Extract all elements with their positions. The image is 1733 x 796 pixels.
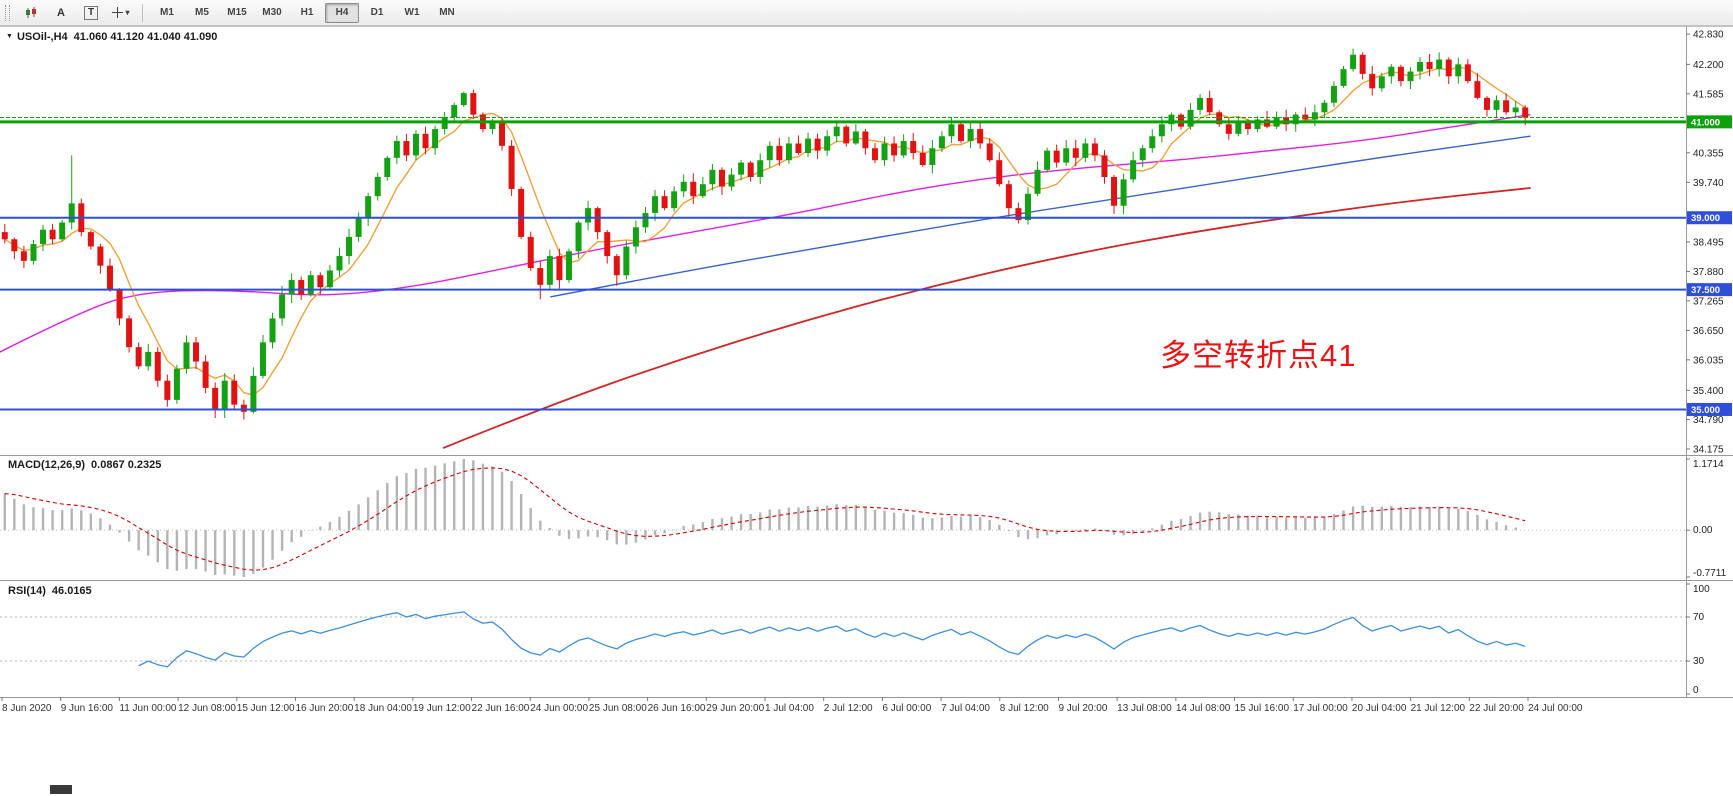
toolbar-drag-handle[interactable] xyxy=(5,4,10,21)
svg-text:15 Jul 16:00: 15 Jul 16:00 xyxy=(1235,703,1290,714)
timeframe-button-m5[interactable]: M5 xyxy=(195,7,209,18)
rsi-plot: 100 70 30 0 xyxy=(0,583,1710,696)
text-tool-icon: T xyxy=(83,5,99,20)
timeframe-button-h4[interactable]: H4 xyxy=(325,2,359,23)
crosshair-icon xyxy=(112,7,124,18)
crosshair-tool-button[interactable]: ▾ xyxy=(107,2,135,24)
svg-text:25 Jun 08:00: 25 Jun 08:00 xyxy=(589,703,647,714)
svg-text:42.830: 42.830 xyxy=(1693,30,1724,41)
svg-text:41.000: 41.000 xyxy=(1691,117,1720,128)
svg-text:16 Jun 20:00: 16 Jun 20:00 xyxy=(295,703,353,714)
svg-text:17 Jul 00:00: 17 Jul 00:00 xyxy=(1293,703,1348,714)
svg-text:24 Jun 00:00: 24 Jun 00:00 xyxy=(530,703,588,714)
rsi-label: RSI(14) xyxy=(8,585,46,597)
svg-text:20 Jul 04:00: 20 Jul 04:00 xyxy=(1352,703,1407,714)
svg-text:6 Jul 00:00: 6 Jul 00:00 xyxy=(882,703,931,714)
svg-text:14 Jul 08:00: 14 Jul 08:00 xyxy=(1176,703,1231,714)
svg-text:70: 70 xyxy=(1693,612,1705,623)
annotate-a-icon: A xyxy=(57,6,65,19)
macd-title: MACD(12,26,9) 0.0867 0.2325 xyxy=(8,459,161,471)
svg-text:34.175: 34.175 xyxy=(1693,445,1724,456)
time-axis[interactable]: 8 Jun 2020 9 Jun 16:00 11 Jun 00:00 12 Jun … xyxy=(1,697,1583,714)
svg-text:30: 30 xyxy=(1693,656,1705,667)
ohlc-values: 41.060 41.120 41.040 41.090 xyxy=(73,31,218,43)
svg-text:21 Jul 12:00: 21 Jul 12:00 xyxy=(1411,703,1466,714)
timeframes-toolbar: M1 M5 M15 M30 H1 H4 D1 W1 MN xyxy=(150,2,464,23)
scrollbar-thumb[interactable] xyxy=(50,785,72,794)
svg-text:0: 0 xyxy=(1693,685,1699,696)
dropdown-caret-icon: ▾ xyxy=(125,8,130,17)
svg-text:36.035: 36.035 xyxy=(1693,355,1724,366)
svg-text:38.495: 38.495 xyxy=(1693,237,1724,248)
toolbar-separator xyxy=(142,3,143,22)
price-axis[interactable]: 42.830 42.200 41.585 40.355 39.740 38.495 37.8… xyxy=(1686,30,1732,456)
chart-window-button[interactable] xyxy=(17,2,45,24)
chinese-annotation: 多空转折点41 xyxy=(1160,338,1357,373)
svg-text:37.880: 37.880 xyxy=(1693,267,1724,278)
text-tool-button[interactable]: T xyxy=(77,2,105,24)
macd-label: MACD(12,26,9) xyxy=(8,459,86,471)
horizontal-scrollbar[interactable] xyxy=(0,782,1733,796)
toolbar: A T ▾ M1 M5 M15 M30 H1 H4 D1 W1 MN xyxy=(0,0,1733,26)
candlestick-chart-icon xyxy=(25,6,36,18)
timeframe-button-m1[interactable]: M1 xyxy=(160,7,174,18)
svg-text:9 Jun 16:00: 9 Jun 16:00 xyxy=(61,703,114,714)
svg-text:7 Jul 04:00: 7 Jul 04:00 xyxy=(941,703,990,714)
svg-text:1 Jul 04:00: 1 Jul 04:00 xyxy=(765,703,814,714)
svg-text:19 Jun 12:00: 19 Jun 12:00 xyxy=(413,703,471,714)
svg-text:35.000: 35.000 xyxy=(1691,405,1720,416)
svg-text:100: 100 xyxy=(1693,584,1710,595)
svg-text:26 Jun 16:00: 26 Jun 16:00 xyxy=(648,703,706,714)
timeframe-button-d1[interactable]: D1 xyxy=(370,7,384,18)
svg-text:36.650: 36.650 xyxy=(1693,326,1724,337)
svg-text:1.1714: 1.1714 xyxy=(1693,459,1724,470)
svg-text:2 Jul 12:00: 2 Jul 12:00 xyxy=(824,703,873,714)
svg-text:34.790: 34.790 xyxy=(1693,415,1724,426)
timeframe-button-m30[interactable]: M30 xyxy=(262,7,282,18)
svg-text:35.400: 35.400 xyxy=(1693,386,1724,397)
svg-text:24 Jul 00:00: 24 Jul 00:00 xyxy=(1528,703,1583,714)
svg-text:15 Jun 12:00: 15 Jun 12:00 xyxy=(237,703,295,714)
timeframe-button-w1[interactable]: W1 xyxy=(404,7,420,18)
macd-plot: 1.1714 0.00 -0.7711 xyxy=(0,458,1727,579)
svg-text:42.200: 42.200 xyxy=(1693,60,1724,71)
svg-text:29 Jun 20:00: 29 Jun 20:00 xyxy=(706,703,764,714)
svg-text:39.740: 39.740 xyxy=(1693,178,1724,189)
svg-text:18 Jun 04:00: 18 Jun 04:00 xyxy=(354,703,412,714)
svg-text:11 Jun 00:00: 11 Jun 00:00 xyxy=(119,703,177,714)
moving-averages xyxy=(0,66,1531,449)
svg-text:-0.7711: -0.7711 xyxy=(1693,568,1727,579)
svg-text:37.500: 37.500 xyxy=(1691,285,1720,296)
timeframe-button-m15[interactable]: M15 xyxy=(227,7,247,18)
symbol-period-label: USOil-,H4 xyxy=(16,31,68,43)
svg-text:8 Jul 12:00: 8 Jul 12:00 xyxy=(1000,703,1049,714)
svg-text:13 Jul 08:00: 13 Jul 08:00 xyxy=(1117,703,1172,714)
svg-text:39.000: 39.000 xyxy=(1691,213,1720,224)
annotate-a-button[interactable]: A xyxy=(47,2,75,24)
panel-separators xyxy=(0,26,1733,698)
chart-title: ▼ USOil-,H4 41.060 41.120 41.040 41.090 xyxy=(6,31,217,43)
rsi-value: 46.0165 xyxy=(51,585,92,597)
svg-text:41.585: 41.585 xyxy=(1693,89,1724,100)
svg-text:12 Jun 08:00: 12 Jun 08:00 xyxy=(178,703,236,714)
svg-text:9 Jul 20:00: 9 Jul 20:00 xyxy=(1058,703,1107,714)
horizontal-lines xyxy=(0,117,1686,411)
timeframe-button-h1[interactable]: H1 xyxy=(300,7,314,18)
svg-text:40.355: 40.355 xyxy=(1693,148,1724,159)
macd-values: 0.0867 0.2325 xyxy=(91,459,162,471)
rsi-title: RSI(14) 46.0165 xyxy=(8,585,92,597)
collapse-caret-icon[interactable]: ▼ xyxy=(6,33,13,40)
svg-text:22 Jul 20:00: 22 Jul 20:00 xyxy=(1469,703,1524,714)
timeframe-button-mn[interactable]: MN xyxy=(439,7,455,18)
svg-text:22 Jun 16:00: 22 Jun 16:00 xyxy=(472,703,530,714)
svg-text:8 Jun 2020: 8 Jun 2020 xyxy=(2,703,52,714)
svg-text:0.00: 0.00 xyxy=(1693,525,1713,536)
svg-text:37.265: 37.265 xyxy=(1693,296,1724,307)
